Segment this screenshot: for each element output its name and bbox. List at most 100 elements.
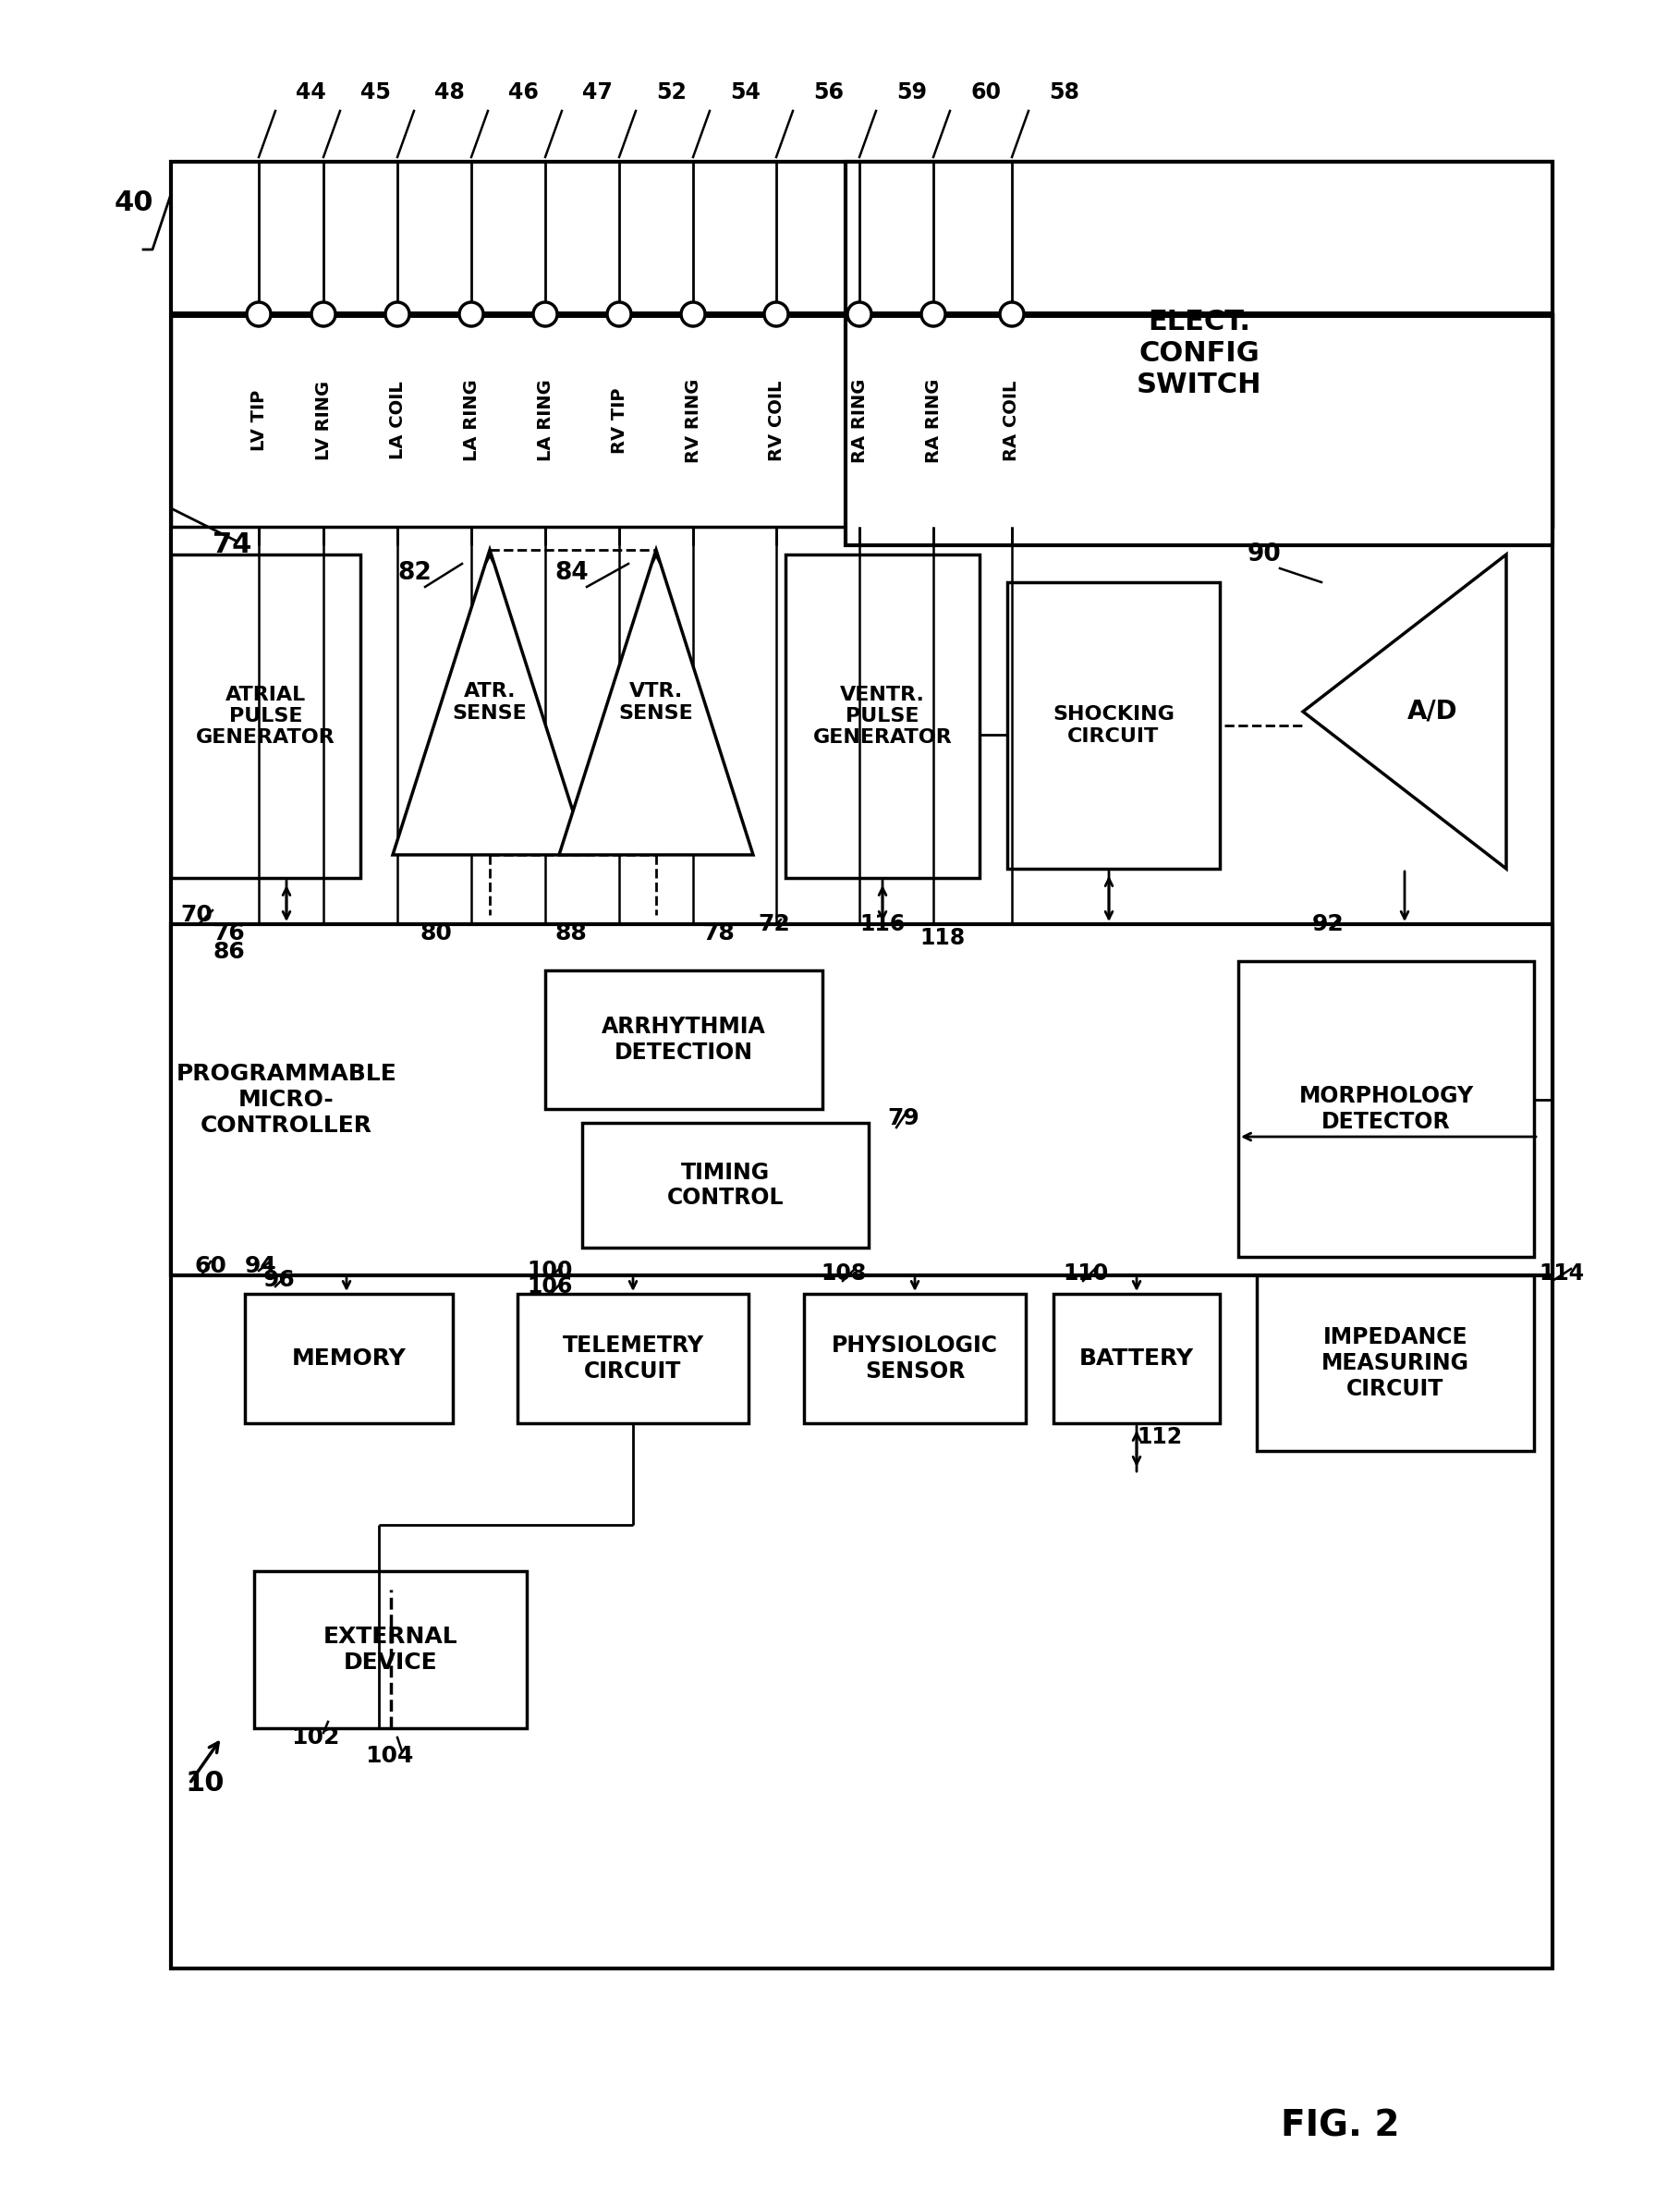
Bar [1257, 1275, 1534, 1452]
Text: FIG. 2: FIG. 2 [1280, 2109, 1399, 2144]
Bar [900, 313, 966, 527]
Bar [586, 313, 652, 527]
Circle shape [764, 302, 788, 326]
Bar [805, 1295, 1026, 1423]
Text: 118: 118 [919, 927, 964, 949]
Circle shape [606, 302, 632, 326]
Bar [546, 971, 823, 1110]
Bar [291, 313, 356, 527]
Text: IMPEDANCE
MEASURING
CIRCUIT: IMPEDANCE MEASURING CIRCUIT [1322, 1326, 1470, 1401]
Circle shape [533, 302, 558, 326]
Bar [227, 313, 291, 527]
Text: 82: 82 [398, 560, 432, 585]
Text: RV RING: RV RING [684, 377, 702, 463]
Text: PHYSIOLOGIC
SENSOR: PHYSIOLOGIC SENSOR [832, 1335, 998, 1383]
Bar [365, 313, 430, 527]
Circle shape [847, 302, 872, 326]
Text: 108: 108 [820, 1262, 867, 1284]
Bar [245, 1295, 454, 1423]
Text: LV TIP: LV TIP [250, 390, 267, 450]
Text: LA COIL: LA COIL [388, 382, 407, 459]
Bar [583, 1123, 869, 1249]
Text: PROGRAMMABLE
MICRO-
CONTROLLER: PROGRAMMABLE MICRO- CONTROLLER [176, 1063, 396, 1136]
Bar [438, 313, 504, 527]
Text: 10: 10 [185, 1769, 223, 1798]
Circle shape [385, 302, 410, 326]
Polygon shape [393, 549, 586, 856]
Text: RA RING: RA RING [850, 377, 869, 463]
Bar [512, 313, 578, 527]
Bar [827, 313, 892, 527]
Text: VTR.
SENSE: VTR. SENSE [618, 682, 694, 721]
Text: 88: 88 [554, 922, 586, 944]
Text: BATTERY: BATTERY [1079, 1348, 1194, 1370]
Bar [517, 1295, 749, 1423]
Text: LA RING: LA RING [536, 379, 554, 461]
Text: RA COIL: RA COIL [1003, 379, 1021, 461]
Text: 86: 86 [213, 940, 245, 964]
Text: MORPHOLOGY
DETECTOR: MORPHOLOGY DETECTOR [1299, 1085, 1473, 1134]
Bar [254, 1571, 528, 1727]
Text: SHOCKING
CIRCUIT: SHOCKING CIRCUIT [1053, 706, 1174, 746]
Bar [1053, 1295, 1220, 1423]
Circle shape [1000, 302, 1023, 326]
Text: ELECT.
CONFIG
SWITCH: ELECT. CONFIG SWITCH [1136, 309, 1262, 397]
Text: 106: 106 [528, 1275, 573, 1297]
Polygon shape [1304, 554, 1507, 869]
Text: 100: 100 [528, 1260, 573, 1282]
Text: TELEMETRY
CIRCUIT: TELEMETRY CIRCUIT [563, 1335, 704, 1383]
Text: ATRIAL
PULSE
GENERATOR: ATRIAL PULSE GENERATOR [197, 686, 336, 748]
Bar [171, 161, 1552, 1968]
Text: 96: 96 [264, 1268, 296, 1291]
Text: 70: 70 [180, 904, 212, 927]
Text: 102: 102 [291, 1727, 339, 1749]
Circle shape [459, 302, 484, 326]
Text: 78: 78 [702, 922, 734, 944]
Text: 60: 60 [971, 82, 1001, 104]
Text: 58: 58 [1048, 82, 1079, 104]
Text: 74: 74 [213, 532, 252, 558]
Text: RA RING: RA RING [924, 377, 942, 463]
Text: 104: 104 [365, 1745, 413, 1767]
Text: ATR.
SENSE: ATR. SENSE [452, 682, 528, 721]
Text: 110: 110 [1063, 1262, 1109, 1284]
Circle shape [311, 302, 336, 326]
Bar [171, 313, 1552, 527]
Text: EXTERNAL
DEVICE: EXTERNAL DEVICE [323, 1626, 457, 1674]
Text: ARRHYTHMIA
DETECTION: ARRHYTHMIA DETECTION [601, 1015, 766, 1063]
Text: 90: 90 [1248, 543, 1282, 567]
Circle shape [247, 302, 270, 326]
Text: MEMORY: MEMORY [292, 1348, 407, 1370]
Text: 114: 114 [1539, 1262, 1584, 1284]
Text: 116: 116 [860, 913, 906, 935]
Text: LA RING: LA RING [462, 379, 480, 461]
Bar [171, 924, 1552, 1275]
Text: 80: 80 [420, 922, 452, 944]
Text: 79: 79 [887, 1107, 919, 1129]
Text: 72: 72 [758, 913, 790, 935]
Bar [171, 554, 361, 878]
Text: 54: 54 [731, 82, 761, 104]
Text: 84: 84 [554, 560, 588, 585]
Text: 40: 40 [114, 190, 153, 216]
Text: 45: 45 [361, 82, 391, 104]
Bar [1238, 962, 1534, 1257]
Bar [786, 554, 979, 878]
Text: 47: 47 [583, 82, 613, 104]
Text: LV RING: LV RING [314, 382, 333, 461]
Text: 48: 48 [435, 82, 465, 104]
Polygon shape [559, 549, 753, 856]
Bar [845, 161, 1552, 545]
Circle shape [680, 302, 706, 326]
Bar [1008, 582, 1220, 869]
Bar [660, 313, 726, 527]
Text: TIMING
CONTROL: TIMING CONTROL [667, 1160, 785, 1209]
Text: 52: 52 [657, 82, 687, 104]
Text: 76: 76 [213, 922, 245, 944]
Bar [744, 313, 808, 527]
Text: 94: 94 [245, 1255, 277, 1277]
Text: 59: 59 [897, 82, 927, 104]
Text: 112: 112 [1137, 1425, 1183, 1447]
Text: 46: 46 [509, 82, 539, 104]
Text: 60: 60 [195, 1255, 227, 1277]
